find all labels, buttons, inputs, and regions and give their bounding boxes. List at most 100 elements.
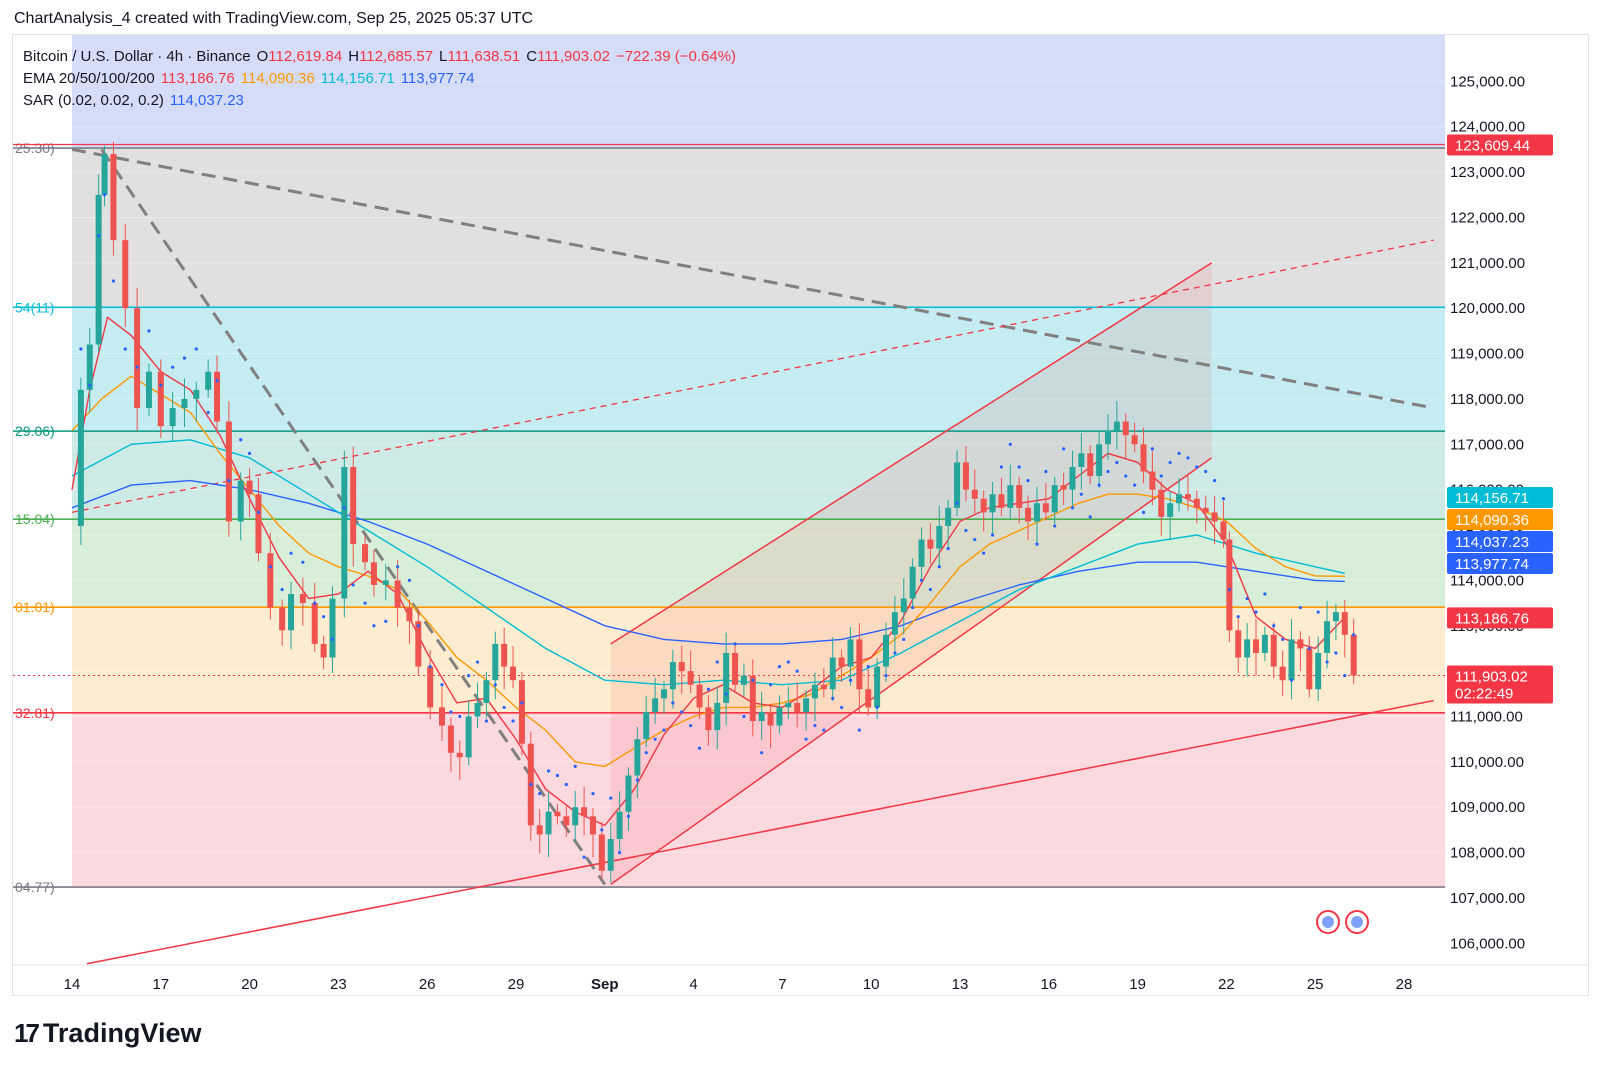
sar-dot: [911, 606, 915, 610]
price-tag-bg: [1447, 665, 1553, 704]
candle-body: [483, 680, 490, 703]
price-tag: 113,977.74: [1447, 553, 1553, 574]
sar-dot: [351, 583, 355, 587]
sar-dot: [866, 664, 870, 669]
candle-body: [1025, 507, 1032, 522]
price-axis-label: 121,000.00: [1450, 255, 1525, 272]
fib-band: [72, 431, 1445, 520]
sar-dot: [1221, 497, 1226, 501]
sar-dot: [1017, 465, 1021, 469]
candle-body: [1060, 485, 1067, 490]
candle-body: [1315, 652, 1322, 690]
sar-dot: [884, 674, 888, 678]
sar-dot: [111, 279, 116, 283]
sar-dot: [475, 660, 480, 664]
fib-level-label: 04.77): [15, 879, 55, 895]
sar-dot: [609, 796, 613, 800]
candle-body: [122, 240, 129, 309]
candle-body: [1131, 435, 1138, 445]
candle-body: [856, 639, 863, 690]
price-tag: 114,090.36: [1447, 509, 1553, 530]
candle-body: [758, 711, 765, 722]
candle-body: [1033, 503, 1040, 522]
sar-dot: [857, 728, 861, 732]
tradingview-brand[interactable]: 17 TradingView: [14, 1018, 201, 1049]
sar-dot: [1334, 651, 1338, 655]
candle-body: [1297, 639, 1304, 649]
time-axis-label: 13: [952, 976, 969, 993]
brand-name: TradingView: [42, 1018, 202, 1048]
candle-body: [1087, 453, 1094, 477]
legend-open: 112,619.84: [268, 48, 343, 65]
sar-dot: [416, 624, 420, 628]
candle-body: [794, 702, 801, 712]
trendline: [86, 699, 1434, 965]
candle-body: [1158, 489, 1165, 517]
legend-symbol[interactable]: Bitcoin / U.S. Dollar · 4h · Binance: [23, 48, 251, 65]
sar-dot: [342, 506, 346, 510]
sar-dot: [990, 533, 995, 537]
price-axis-label: 114,000.00: [1450, 572, 1524, 589]
candle-body: [427, 666, 434, 708]
sar-dot: [955, 501, 959, 505]
candle-body: [714, 702, 721, 731]
fib-band: [72, 607, 1445, 713]
candle-body: [279, 607, 286, 631]
sar-dot: [999, 465, 1004, 469]
legend-ema-label[interactable]: EMA 20/50/100/200: [23, 70, 155, 87]
price-tag-value: 113,186.76: [1455, 610, 1529, 627]
candle-body: [406, 607, 413, 622]
candle-body: [320, 643, 327, 658]
price-tag-value: 114,037.23: [1455, 534, 1529, 551]
candle-body: [205, 371, 212, 390]
ema200-line: [71, 479, 1345, 645]
fib-level-label: 01.01): [15, 599, 55, 615]
candle-body: [370, 562, 377, 585]
sar-dot: [768, 683, 773, 687]
sar-dot: [600, 828, 604, 832]
sar-dot: [289, 551, 293, 555]
sar-dot: [102, 193, 107, 197]
legend-sar-label[interactable]: SAR (0.02, 0.02, 0.2): [23, 92, 164, 109]
sar-dot: [786, 660, 790, 664]
sar-dot: [1254, 610, 1258, 614]
sar-dot: [644, 751, 648, 755]
price-tag: 114,156.71: [1447, 487, 1553, 508]
price-axis-label: 106,000.00: [1450, 935, 1525, 952]
price-axis-label: 107,000.00: [1450, 890, 1525, 907]
sar-dot: [493, 683, 497, 687]
sar-dot: [564, 782, 568, 787]
price-chart[interactable]: 25.30) 54(11) 29.06) 15.04) 01.01) 32.81) 04.7…: [13, 35, 1588, 995]
sar-dot: [1263, 592, 1267, 596]
sar-dot: [1245, 596, 1249, 601]
candle-body: [1051, 485, 1058, 513]
chart-frame[interactable]: 25.30) 54(11) 29.06) 15.04) 01.01) 32.81) 04.7…: [12, 34, 1589, 996]
sar-dot: [671, 701, 675, 705]
sar-dot: [215, 379, 219, 383]
price-tag-value: 114,090.36: [1455, 512, 1529, 529]
candle-body: [456, 752, 463, 758]
candle-body: [1105, 430, 1111, 445]
time-axis-label: 19: [1129, 976, 1146, 993]
sar-dot: [1195, 465, 1199, 469]
sar-dot: [733, 642, 737, 646]
candle-body: [545, 811, 552, 835]
candle-body: [447, 725, 454, 753]
candle-body: [1016, 485, 1023, 508]
sar-dot: [706, 687, 711, 691]
price-axis-label: 120,000.00: [1450, 300, 1525, 317]
sar-dot: [280, 587, 284, 592]
sar-dot: [256, 510, 261, 514]
fib-band: [72, 148, 1445, 308]
fib-band: [72, 519, 1445, 608]
price-axis-label: 108,000.00: [1450, 845, 1525, 862]
sar-dot: [751, 678, 755, 682]
candle-body: [829, 657, 836, 690]
sar-dot: [1070, 506, 1075, 510]
sar-dot: [1133, 483, 1137, 487]
candle-body: [1122, 421, 1129, 436]
price-axis-label: 111,000.00: [1450, 708, 1523, 725]
candle-body: [1096, 444, 1103, 477]
candle-body: [1306, 648, 1313, 690]
candle-body: [687, 671, 694, 685]
